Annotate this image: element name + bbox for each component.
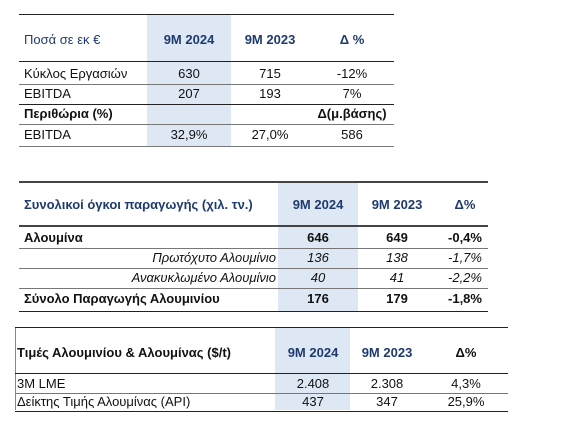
highlight-column-9m2024 bbox=[275, 328, 350, 410]
header-9m2023: 9M 2023 bbox=[244, 32, 296, 47]
row-rule bbox=[19, 84, 394, 85]
cell-margin-2023: 27,0% bbox=[251, 127, 289, 142]
header-delta: Δ % bbox=[339, 32, 365, 47]
cell-margin-delta: 586 bbox=[341, 127, 363, 142]
header-9m2024: 9M 2024 bbox=[287, 345, 339, 360]
cell-api-2023: 347 bbox=[376, 394, 398, 409]
table-bottom-rule bbox=[19, 311, 488, 312]
cell-revenue-2024: 630 bbox=[178, 66, 200, 81]
header-volumes-label: Συνολικοί όγκοι παραγωγής (χιλ. τν.) bbox=[24, 197, 253, 212]
header-9m2024: 9M 2024 bbox=[163, 32, 215, 47]
cell-total-2023: 179 bbox=[386, 291, 408, 306]
cell-ebitda-2023: 193 bbox=[259, 86, 281, 101]
header-rule bbox=[19, 225, 488, 227]
row-label-alumina: Αλουμίνα bbox=[24, 230, 83, 245]
row-label-3m-lme: 3M LME bbox=[17, 376, 66, 391]
row-rule bbox=[19, 248, 488, 249]
table-bottom-rule bbox=[15, 411, 508, 412]
header-delta: Δ% bbox=[454, 197, 476, 212]
cell-api-2024: 437 bbox=[302, 394, 324, 409]
row-label-ebitda-margin: EBITDA bbox=[24, 127, 71, 142]
cell-primary-2024: 136 bbox=[307, 250, 329, 265]
header-delta: Δ% bbox=[455, 345, 477, 360]
header-9m2024: 9M 2024 bbox=[292, 197, 344, 212]
header-prices-label: Τιμές Αλουμινίου & Αλουμίνας ($/t) bbox=[17, 345, 231, 360]
cell-primary-2023: 138 bbox=[386, 250, 408, 265]
header-rule bbox=[19, 61, 394, 62]
header-amounts-label: Ποσά σε εκ € bbox=[24, 32, 101, 47]
cell-lme-delta: 4,3% bbox=[451, 376, 481, 391]
table-bottom-rule bbox=[19, 146, 394, 147]
header-rule bbox=[15, 373, 508, 374]
row-rule bbox=[19, 268, 488, 269]
header-9m2023: 9M 2023 bbox=[361, 345, 413, 360]
cell-revenue-delta: -12% bbox=[336, 66, 368, 81]
row-label-primary-aluminium: Πρωτόχυτο Αλουμίνιο bbox=[152, 250, 276, 265]
cell-total-delta: -1,8% bbox=[448, 291, 482, 306]
cell-ebitda-delta: 7% bbox=[342, 86, 362, 101]
row-label-api-index: Δείκτης Τιμής Αλουμίνας (API) bbox=[17, 394, 191, 409]
cell-alumina-2023: 649 bbox=[386, 230, 408, 245]
column-divider bbox=[15, 328, 16, 410]
cell-lme-2024: 2.408 bbox=[296, 376, 330, 391]
cell-alumina-2024: 646 bbox=[307, 230, 329, 245]
cell-ebitda-2024: 207 bbox=[178, 86, 200, 101]
cell-primary-delta: -1,7% bbox=[448, 250, 482, 265]
row-rule bbox=[15, 393, 508, 394]
table-top-rule bbox=[15, 327, 508, 328]
cell-lme-2023: 2.308 bbox=[370, 376, 404, 391]
cell-recycled-2024: 40 bbox=[310, 270, 326, 285]
row-rule bbox=[19, 124, 394, 125]
cell-recycled-delta: -2,2% bbox=[448, 270, 482, 285]
subheader-margins-label: Περιθώρια (%) bbox=[24, 106, 113, 121]
cell-revenue-2023: 715 bbox=[259, 66, 281, 81]
table-top-rule bbox=[19, 181, 488, 183]
subheader-rule bbox=[19, 104, 394, 105]
cell-total-2024: 176 bbox=[307, 291, 329, 306]
highlight-column-9m2024 bbox=[278, 182, 358, 312]
row-rule bbox=[19, 288, 488, 289]
table-top-rule bbox=[19, 14, 394, 15]
row-label-ebitda: EBITDA bbox=[24, 86, 71, 101]
row-label-recycled-aluminium: Ανακυκλωμένο Αλουμίνιο bbox=[131, 270, 276, 285]
row-label-total-aluminium: Σύνολο Παραγωγής Αλουμινίου bbox=[24, 291, 220, 306]
header-9m2023: 9M 2023 bbox=[371, 197, 423, 212]
cell-recycled-2023: 41 bbox=[389, 270, 405, 285]
cell-api-delta: 25,9% bbox=[447, 394, 485, 409]
cell-margin-2024: 32,9% bbox=[170, 127, 208, 142]
row-label-revenue: Κύκλος Εργασιών bbox=[24, 66, 128, 81]
cell-alumina-delta: -0,4% bbox=[448, 230, 482, 245]
subheader-basis-points: Δ(μ.βάσης) bbox=[317, 106, 387, 121]
